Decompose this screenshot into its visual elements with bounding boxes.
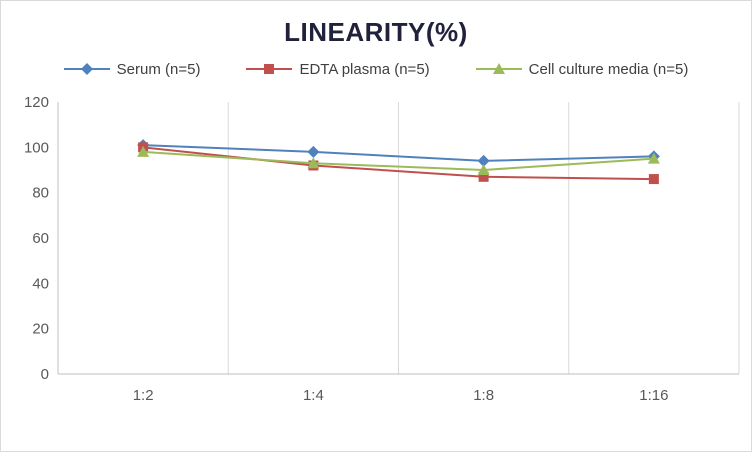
- x-tick-label: 1:2: [133, 387, 154, 404]
- data-point-square-icon: [478, 171, 489, 182]
- data-point-triangle-icon: [477, 164, 490, 175]
- y-tick-label: 100: [24, 139, 49, 156]
- y-tick-label: 40: [32, 275, 49, 292]
- legend-square-icon: [264, 64, 275, 74]
- y-tick-label: 60: [32, 230, 49, 247]
- series-line: [143, 146, 654, 181]
- x-tick-label: 1:16: [639, 387, 668, 404]
- data-point-triangle-icon: [307, 157, 320, 169]
- chart-legend: Serum (n=5) EDTA plasma (n=5) Cell culture…: [1, 54, 751, 84]
- legend-label: Serum (n=5): [116, 60, 201, 78]
- data-point-triangle-icon: [647, 152, 660, 164]
- chart-plot-area: 0 20 40 60 80 100 120 1:2 1:4 1:8 1:16: [24, 94, 740, 404]
- x-tick-label: 1:8: [473, 387, 494, 404]
- legend-label: EDTA plasma (n=5): [299, 60, 430, 78]
- data-point-square-icon: [648, 174, 659, 185]
- y-tick-label: 20: [32, 321, 49, 338]
- legend-label: Cell culture media (n=5): [528, 60, 689, 78]
- y-tick-label: 80: [32, 185, 49, 202]
- series-line: [143, 150, 654, 172]
- chart-title: LINEARITY(%): [284, 17, 468, 47]
- legend-item: Cell culture media (n=5): [475, 60, 689, 78]
- y-tick-label: 0: [41, 366, 49, 383]
- data-point-diamond-icon: [477, 154, 490, 167]
- legend-marker-icon: [475, 63, 522, 74]
- legend-item: EDTA plasma (n=5): [246, 60, 430, 78]
- legend-marker-icon: [246, 64, 293, 74]
- legend-triangle-icon: [492, 63, 505, 74]
- data-point-diamond-icon: [307, 145, 320, 158]
- data-point-triangle-icon: [137, 145, 150, 157]
- series-line: [143, 144, 654, 162]
- legend-diamond-icon: [80, 63, 93, 75]
- x-tick-label: 1:4: [303, 387, 324, 404]
- y-tick-label: 120: [24, 94, 49, 111]
- legend-item: Serum (n=5): [63, 60, 201, 78]
- legend-marker-icon: [63, 63, 110, 75]
